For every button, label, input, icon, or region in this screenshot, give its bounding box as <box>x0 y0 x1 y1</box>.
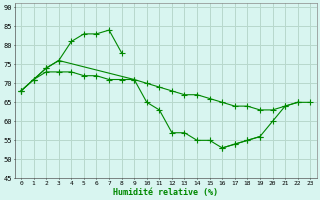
X-axis label: Humidité relative (%): Humidité relative (%) <box>113 188 218 197</box>
